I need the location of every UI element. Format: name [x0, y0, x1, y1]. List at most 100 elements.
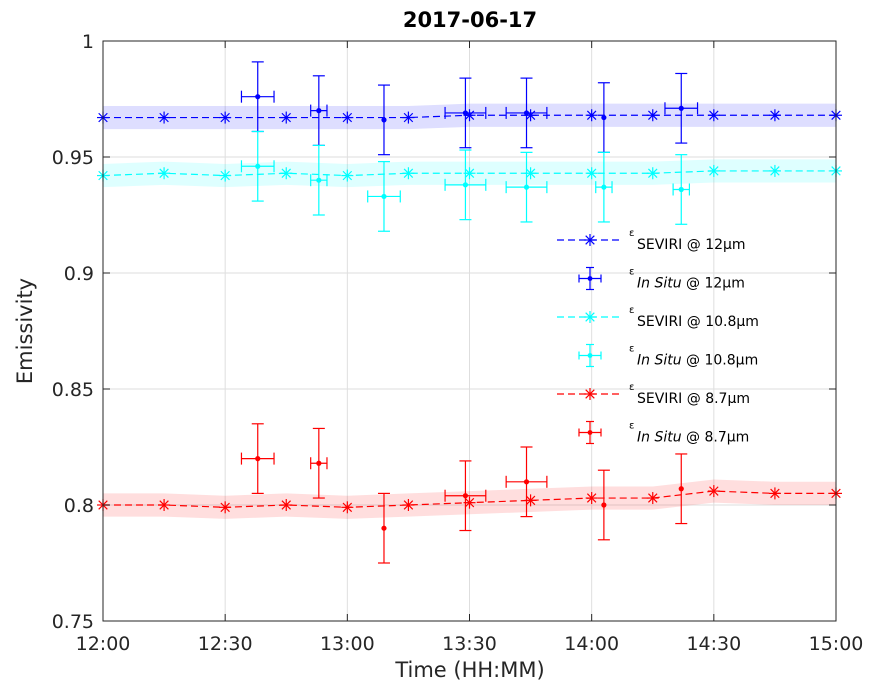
- legend-epsilon: ε: [629, 382, 634, 393]
- legend-entry: εIn Situ @ 12μm: [578, 267, 745, 292]
- x-tick-label: 13:00: [320, 633, 375, 655]
- data-point-dot: [523, 479, 530, 485]
- data-point-dot: [678, 105, 684, 111]
- data-point-errorbar: [377, 492, 390, 564]
- legend-label-source: In Situ: [637, 276, 682, 292]
- data-point-dot: [255, 94, 261, 100]
- marker-stroke: [586, 168, 597, 178]
- legend-label-source: SEVIRI: [637, 391, 682, 407]
- x-tick-label: 15:00: [809, 633, 864, 655]
- marker-stroke: [586, 493, 597, 503]
- series-insitu: [240, 61, 699, 156]
- data-point-dot: [601, 184, 607, 190]
- legend-label-wavelength: @ 10.8μm: [682, 314, 759, 330]
- x-tick-label: 14:00: [564, 633, 619, 655]
- y-tick-label: 0.95: [52, 147, 94, 169]
- data-point-errorbar: [310, 144, 328, 216]
- y-axis-label: Emissivity: [13, 278, 37, 384]
- data-point-star: [646, 109, 659, 122]
- data-point-star: [158, 111, 171, 124]
- chart-title: 2017-06-17: [403, 8, 537, 32]
- data-point-dot: [523, 110, 530, 116]
- data-point-star: [219, 169, 232, 182]
- legend-epsilon: ε: [629, 267, 634, 278]
- series-seviri: [97, 479, 842, 519]
- data-point-errorbar: [240, 423, 275, 494]
- data-point-errorbar: [505, 446, 548, 518]
- marker-stroke: [525, 168, 536, 178]
- data-point-star: [707, 164, 720, 177]
- legend-entry: εIn Situ @ 10.8μm: [578, 344, 758, 369]
- data-point-dot: [678, 186, 684, 193]
- data-point-star: [341, 169, 354, 182]
- legend-label: In Situ @ 10.8μm: [637, 353, 758, 369]
- data-point-star: [280, 111, 293, 124]
- data-point-errorbar: [444, 460, 487, 532]
- legend-label: SEVIRI @ 10.8μm: [637, 314, 759, 330]
- legend-star-icon: [584, 234, 596, 246]
- marker-stroke: [281, 168, 291, 178]
- legend-label-wavelength: @ 8.7μm: [682, 430, 750, 446]
- series-insitu: [240, 130, 691, 232]
- series-seviri: [97, 103, 842, 130]
- legend-label: In Situ @ 8.7μm: [637, 430, 749, 446]
- data-point-errorbar: [367, 161, 401, 232]
- marker-stroke: [585, 312, 595, 322]
- marker-stroke: [281, 112, 291, 123]
- legend-label-wavelength: @ 12μm: [682, 237, 745, 253]
- y-tick-label: 0.85: [52, 379, 94, 401]
- marker-stroke: [648, 168, 658, 178]
- legend-dot: [587, 276, 593, 281]
- marker-stroke: [770, 110, 780, 120]
- marker-stroke: [342, 502, 353, 513]
- legend-entry: εIn Situ @ 8.7μm: [578, 421, 749, 446]
- data-point-errorbar: [377, 84, 390, 156]
- data-point-dot: [255, 163, 261, 169]
- legend-label: In Situ @ 12μm: [637, 276, 745, 292]
- marker-stroke: [464, 168, 475, 178]
- data-point-star: [585, 109, 598, 122]
- legend-epsilon: ε: [629, 421, 634, 432]
- marker-stroke: [648, 493, 658, 503]
- marker-stroke: [709, 166, 719, 176]
- y-tick-label: 1: [82, 31, 94, 53]
- marker-stroke: [159, 112, 169, 123]
- data-point-star: [768, 487, 781, 500]
- marker-stroke: [281, 500, 291, 510]
- legend-label: SEVIRI @ 12μm: [637, 237, 746, 253]
- data-point-dot: [316, 108, 322, 114]
- legend-star-icon: [584, 388, 596, 400]
- x-tick-label: 12:30: [198, 633, 253, 655]
- data-point-dot: [678, 486, 684, 492]
- data-point-star: [768, 109, 781, 122]
- marker-stroke: [159, 500, 169, 510]
- data-point-dot: [316, 177, 322, 183]
- data-point-star: [646, 492, 659, 505]
- marker-stroke: [403, 112, 414, 123]
- data-point-star: [158, 167, 171, 180]
- marker-stroke: [648, 110, 658, 120]
- x-tick-label: 14:30: [686, 633, 741, 655]
- data-point-dot: [601, 502, 607, 508]
- marker-stroke: [220, 170, 230, 181]
- marker-stroke: [220, 502, 230, 513]
- marker-stroke: [342, 112, 353, 123]
- legend-epsilon: ε: [629, 305, 634, 316]
- y-tick-label: 0.8: [64, 495, 94, 517]
- data-point-dot: [316, 460, 322, 466]
- data-point-errorbar: [505, 151, 548, 223]
- data-point-star: [707, 485, 720, 498]
- data-point-dot: [381, 117, 387, 123]
- data-point-errorbar: [597, 469, 610, 541]
- y-tick-label: 0.75: [52, 611, 94, 633]
- marker-stroke: [770, 166, 780, 176]
- data-point-dot: [523, 184, 530, 190]
- data-point-errorbar: [240, 130, 275, 202]
- data-point-errorbar: [310, 427, 328, 499]
- marker-stroke: [770, 488, 780, 499]
- legend-dot: [587, 353, 593, 358]
